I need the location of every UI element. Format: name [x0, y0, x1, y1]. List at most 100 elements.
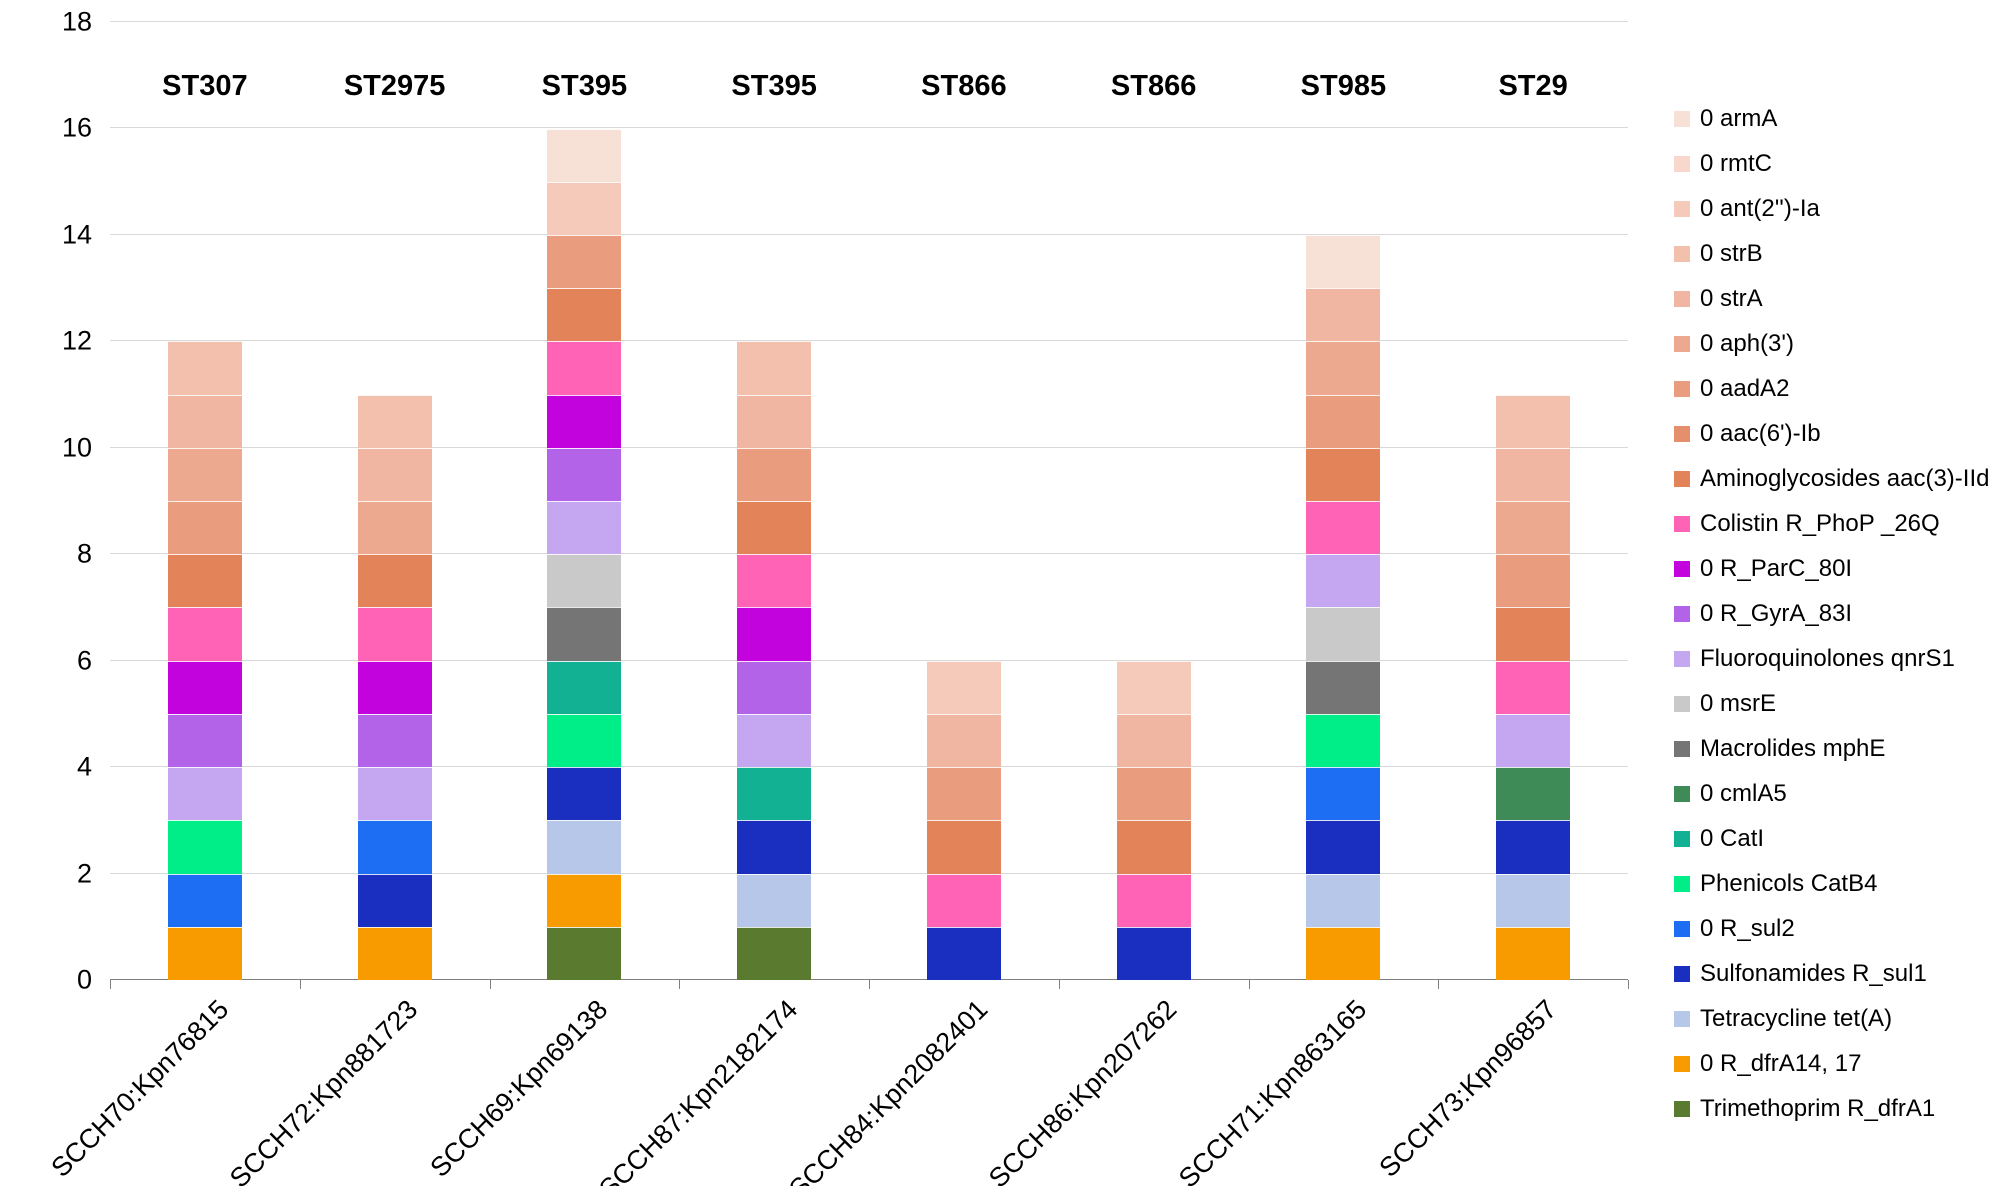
bar-segment-aph3 — [1496, 501, 1571, 555]
y-axis-tick-label: 10 — [61, 432, 92, 463]
legend-label: 0 ant(2'')-Ia — [1700, 195, 1820, 222]
bar-segment-aac3IId — [357, 554, 432, 608]
legend-item: Sulfonamides R_sul1 — [1674, 960, 1989, 988]
stacked-bar — [547, 22, 622, 980]
legend-item: 0 aph(3') — [1674, 330, 1989, 358]
st-group-label: ST307 — [162, 70, 248, 102]
legend-label: 0 R_sul2 — [1700, 915, 1795, 942]
legend-label: Phenicols CatB4 — [1700, 870, 1878, 897]
bar-segment-catB4 — [547, 713, 622, 768]
legend-label: Macrolides mphE — [1700, 735, 1886, 762]
legend-item: 0 CatI — [1674, 825, 1989, 853]
bar-segment-sul1 — [357, 873, 432, 927]
bar-segment-dfrA14 — [357, 926, 432, 980]
bar-segment-qnrS1 — [357, 767, 432, 821]
bar-segment-sul2 — [167, 873, 242, 927]
legend-label: 0 CatI — [1700, 825, 1765, 852]
legend-swatch — [1674, 561, 1690, 577]
legend-label: Sulfonamides R_sul1 — [1700, 960, 1927, 987]
y-axis-tick-label: 18 — [61, 6, 92, 37]
bar-segment-aac3IId — [926, 820, 1001, 874]
legend-label: 0 R_ParC_80I — [1700, 555, 1853, 582]
legend-item: 0 cmlA5 — [1674, 780, 1989, 808]
y-axis-tick-label: 6 — [76, 645, 92, 676]
bar-segment-aadA2 — [167, 501, 242, 555]
bar-segment-aac3IId — [1116, 820, 1191, 874]
bar-segment-tetA — [737, 873, 812, 927]
bar-segment-parC — [547, 394, 622, 448]
st-group-label: ST866 — [921, 70, 1007, 102]
bar-segment-sul1 — [1306, 820, 1381, 874]
x-axis-tick — [1438, 980, 1440, 989]
legend-swatch — [1674, 1101, 1690, 1117]
bar-segment-aadA2 — [1306, 394, 1381, 448]
bar-segment-dfrA14 — [547, 873, 622, 927]
bar-segment-parC — [357, 660, 432, 714]
gridline — [110, 446, 1628, 448]
bar-segment-aph3 — [167, 447, 242, 502]
y-axis-tick-label: 2 — [76, 858, 92, 889]
legend-item: 0 R_dfrA14, 17 — [1674, 1050, 1989, 1078]
bar-segment-qnrS1 — [737, 713, 812, 768]
bar-segment-qnrS1 — [167, 767, 242, 821]
legend-label: 0 cmlA5 — [1700, 780, 1787, 807]
legend-swatch — [1674, 516, 1690, 532]
legend-label: 0 aadA2 — [1700, 375, 1790, 402]
bar-segment-dfrA1 — [547, 926, 622, 980]
legend-item: Phenicols CatB4 — [1674, 870, 1989, 898]
bar-segment-gyrA — [737, 660, 812, 714]
y-axis-tick-label: 4 — [76, 751, 92, 782]
stacked-bar — [926, 22, 1001, 980]
legend-item: 0 aac(6')-Ib — [1674, 420, 1989, 448]
legend-item: Macrolides mphE — [1674, 735, 1989, 763]
bar-segment-tetA — [1496, 873, 1571, 927]
legend-swatch — [1674, 381, 1690, 397]
gridline — [110, 233, 1628, 235]
bar-segment-sul2 — [1306, 767, 1381, 821]
legend-label: Colistin R_PhoP _26Q — [1700, 510, 1940, 537]
legend-label: 0 aph(3') — [1700, 330, 1794, 357]
bar-segment-aadA2 — [1496, 554, 1571, 608]
bar-segment-dfrA14 — [167, 926, 242, 980]
bar-segment-gyrA — [167, 713, 242, 768]
stacked-bar — [357, 22, 432, 980]
bar-segment-strA — [926, 713, 1001, 768]
legend-swatch — [1674, 831, 1690, 847]
legend-label: 0 msrE — [1700, 690, 1777, 717]
legend-item: 0 R_ParC_80I — [1674, 555, 1989, 583]
legend-label: Aminoglycosides aac(3)-IId — [1700, 465, 1990, 492]
legend-swatch — [1674, 246, 1690, 262]
legend-swatch — [1674, 651, 1690, 667]
bar-segment-strA — [167, 394, 242, 448]
bar-segment-aph3 — [357, 501, 432, 555]
legend-item: Tetracycline tet(A) — [1674, 1005, 1989, 1033]
legend-label: 0 strA — [1700, 285, 1763, 312]
legend-swatch — [1674, 336, 1690, 352]
legend-swatch — [1674, 471, 1690, 487]
x-axis-line — [110, 979, 1628, 980]
bar-segment-parC — [167, 660, 242, 714]
legend-item: Colistin R_PhoP _26Q — [1674, 510, 1989, 538]
bar-segment-aadA2 — [1116, 767, 1191, 821]
y-axis-tick-label: 8 — [76, 538, 92, 569]
legend-swatch — [1674, 291, 1690, 307]
x-axis-tick — [1628, 980, 1629, 989]
legend-swatch — [1674, 876, 1690, 892]
bar-segment-phoP — [926, 873, 1001, 927]
gridline — [110, 766, 1628, 768]
x-axis-tick — [869, 980, 870, 989]
bar-segment-phoP — [167, 607, 242, 661]
st-group-label: ST395 — [731, 70, 817, 102]
bar-segment-qnrS1 — [547, 501, 622, 555]
bar-segment-sul2 — [357, 820, 432, 874]
legend-swatch — [1674, 1011, 1690, 1027]
bar-segment-sul1 — [1496, 820, 1571, 874]
x-axis-tick — [1058, 980, 1060, 989]
legend-item: 0 rmtC — [1674, 150, 1989, 178]
bar-segment-strB — [1496, 394, 1571, 448]
legend-label: 0 aac(6')-Ib — [1700, 420, 1821, 447]
bar-segment-strB — [737, 341, 812, 395]
gridline — [110, 553, 1628, 555]
bar-segment-armA — [1306, 234, 1381, 289]
